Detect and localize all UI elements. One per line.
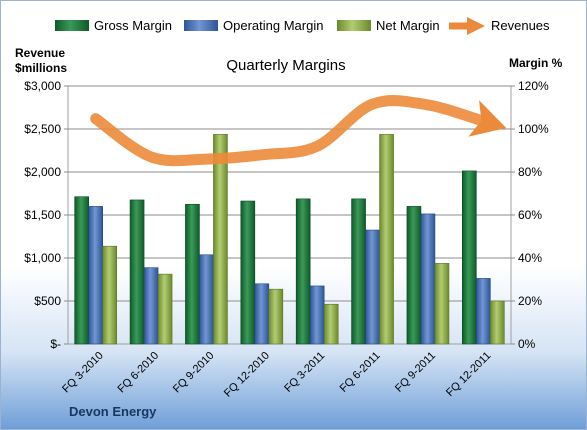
- operating-margin-bar[interactable]: [365, 229, 380, 345]
- category-label: FQ 6-2011: [338, 350, 383, 395]
- legend-item-revenues[interactable]: Revenues: [449, 17, 550, 35]
- category-label: FQ 12-2010: [222, 350, 272, 400]
- legend-arrow-icon: [467, 17, 485, 35]
- revenues-line[interactable]: [90, 95, 507, 167]
- net-margin-bar[interactable]: [268, 288, 284, 345]
- category-label: FQ 12-2011: [444, 350, 493, 399]
- right-tick-label: 0%: [518, 337, 536, 351]
- operating-margin-bar[interactable]: [476, 278, 491, 345]
- left-tick-label: $3,000: [24, 79, 61, 93]
- left-axis-title-line-1: Revenue: [15, 46, 65, 60]
- gross-margin-bar[interactable]: [74, 196, 89, 345]
- gross-margin-bar[interactable]: [351, 198, 366, 345]
- net-margin-bar[interactable]: [323, 303, 339, 345]
- operating-margin-bar[interactable]: [88, 206, 103, 345]
- gross-margin-bar[interactable]: [462, 170, 477, 345]
- right-tick-label: 100%: [518, 122, 549, 136]
- left-tick-label: $2,000: [24, 165, 61, 179]
- net-margin-bar[interactable]: [490, 300, 505, 345]
- net-margin-bar[interactable]: [157, 273, 173, 345]
- operating-margin-bar[interactable]: [254, 283, 270, 345]
- operating-margin-bar[interactable]: [143, 267, 159, 345]
- legend-item-gross-margin[interactable]: Gross Margin: [55, 18, 172, 33]
- plot-area: $- 0% $500 20% $1,000 40% $1,500 60% $2,000 80% $2…: [24, 79, 549, 400]
- operating-margin-bar[interactable]: [199, 254, 214, 345]
- gross-margin-bar[interactable]: [129, 199, 145, 345]
- legend-swatch-net-margin: [337, 20, 371, 31]
- legend-label-gross-margin: Gross Margin: [94, 18, 172, 33]
- right-axis-title: Margin %: [509, 56, 563, 70]
- category-label: FQ 9-2011: [393, 350, 438, 395]
- gross-margin-bar[interactable]: [240, 200, 256, 345]
- legend-label-revenues: Revenues: [491, 18, 550, 33]
- right-tick-label: 40%: [518, 251, 542, 265]
- right-tick-label: 120%: [518, 79, 549, 93]
- gross-margin-bar[interactable]: [185, 203, 200, 345]
- right-tick-label: 80%: [518, 165, 542, 179]
- legend-item-net-margin[interactable]: Net Margin: [337, 18, 440, 33]
- left-tick-label: $1,000: [24, 251, 61, 265]
- operating-margin-bar[interactable]: [309, 285, 325, 345]
- legend-label-operating-margin: Operating Margin: [223, 18, 323, 33]
- left-axis-title-line-2: $millions: [15, 61, 67, 75]
- legend: Gross Margin Operating Margin Net Margin…: [55, 17, 550, 35]
- left-tick-label: $-: [50, 337, 61, 351]
- legend-label-net-margin: Net Margin: [376, 18, 440, 33]
- operating-margin-bar[interactable]: [420, 213, 436, 345]
- category-label: FQ 9-2010: [171, 350, 217, 396]
- legend-item-operating-margin[interactable]: Operating Margin: [184, 18, 323, 33]
- company-label: Devon Energy: [69, 404, 157, 419]
- category-label: FQ 3-2010: [60, 350, 106, 396]
- net-margin-bar[interactable]: [102, 245, 117, 345]
- category-label: FQ 6-2010: [116, 350, 162, 396]
- net-margin-bar[interactable]: [379, 134, 394, 345]
- net-margin-bar[interactable]: [434, 263, 450, 345]
- legend-swatch-gross-margin: [55, 20, 89, 31]
- legend-swatch-operating-margin: [184, 20, 218, 31]
- gross-margin-bar[interactable]: [406, 206, 422, 345]
- left-tick-label: $1,500: [24, 208, 61, 222]
- right-tick-label: 20%: [518, 294, 542, 308]
- category-label: FQ 3-2011: [282, 350, 327, 395]
- chart-title: Quarterly Margins: [226, 57, 345, 74]
- left-tick-label: $2,500: [24, 122, 61, 136]
- right-tick-label: 60%: [518, 208, 542, 222]
- gross-margin-bar[interactable]: [295, 198, 311, 345]
- left-tick-label: $500: [34, 294, 61, 308]
- net-margin-bar[interactable]: [213, 134, 228, 345]
